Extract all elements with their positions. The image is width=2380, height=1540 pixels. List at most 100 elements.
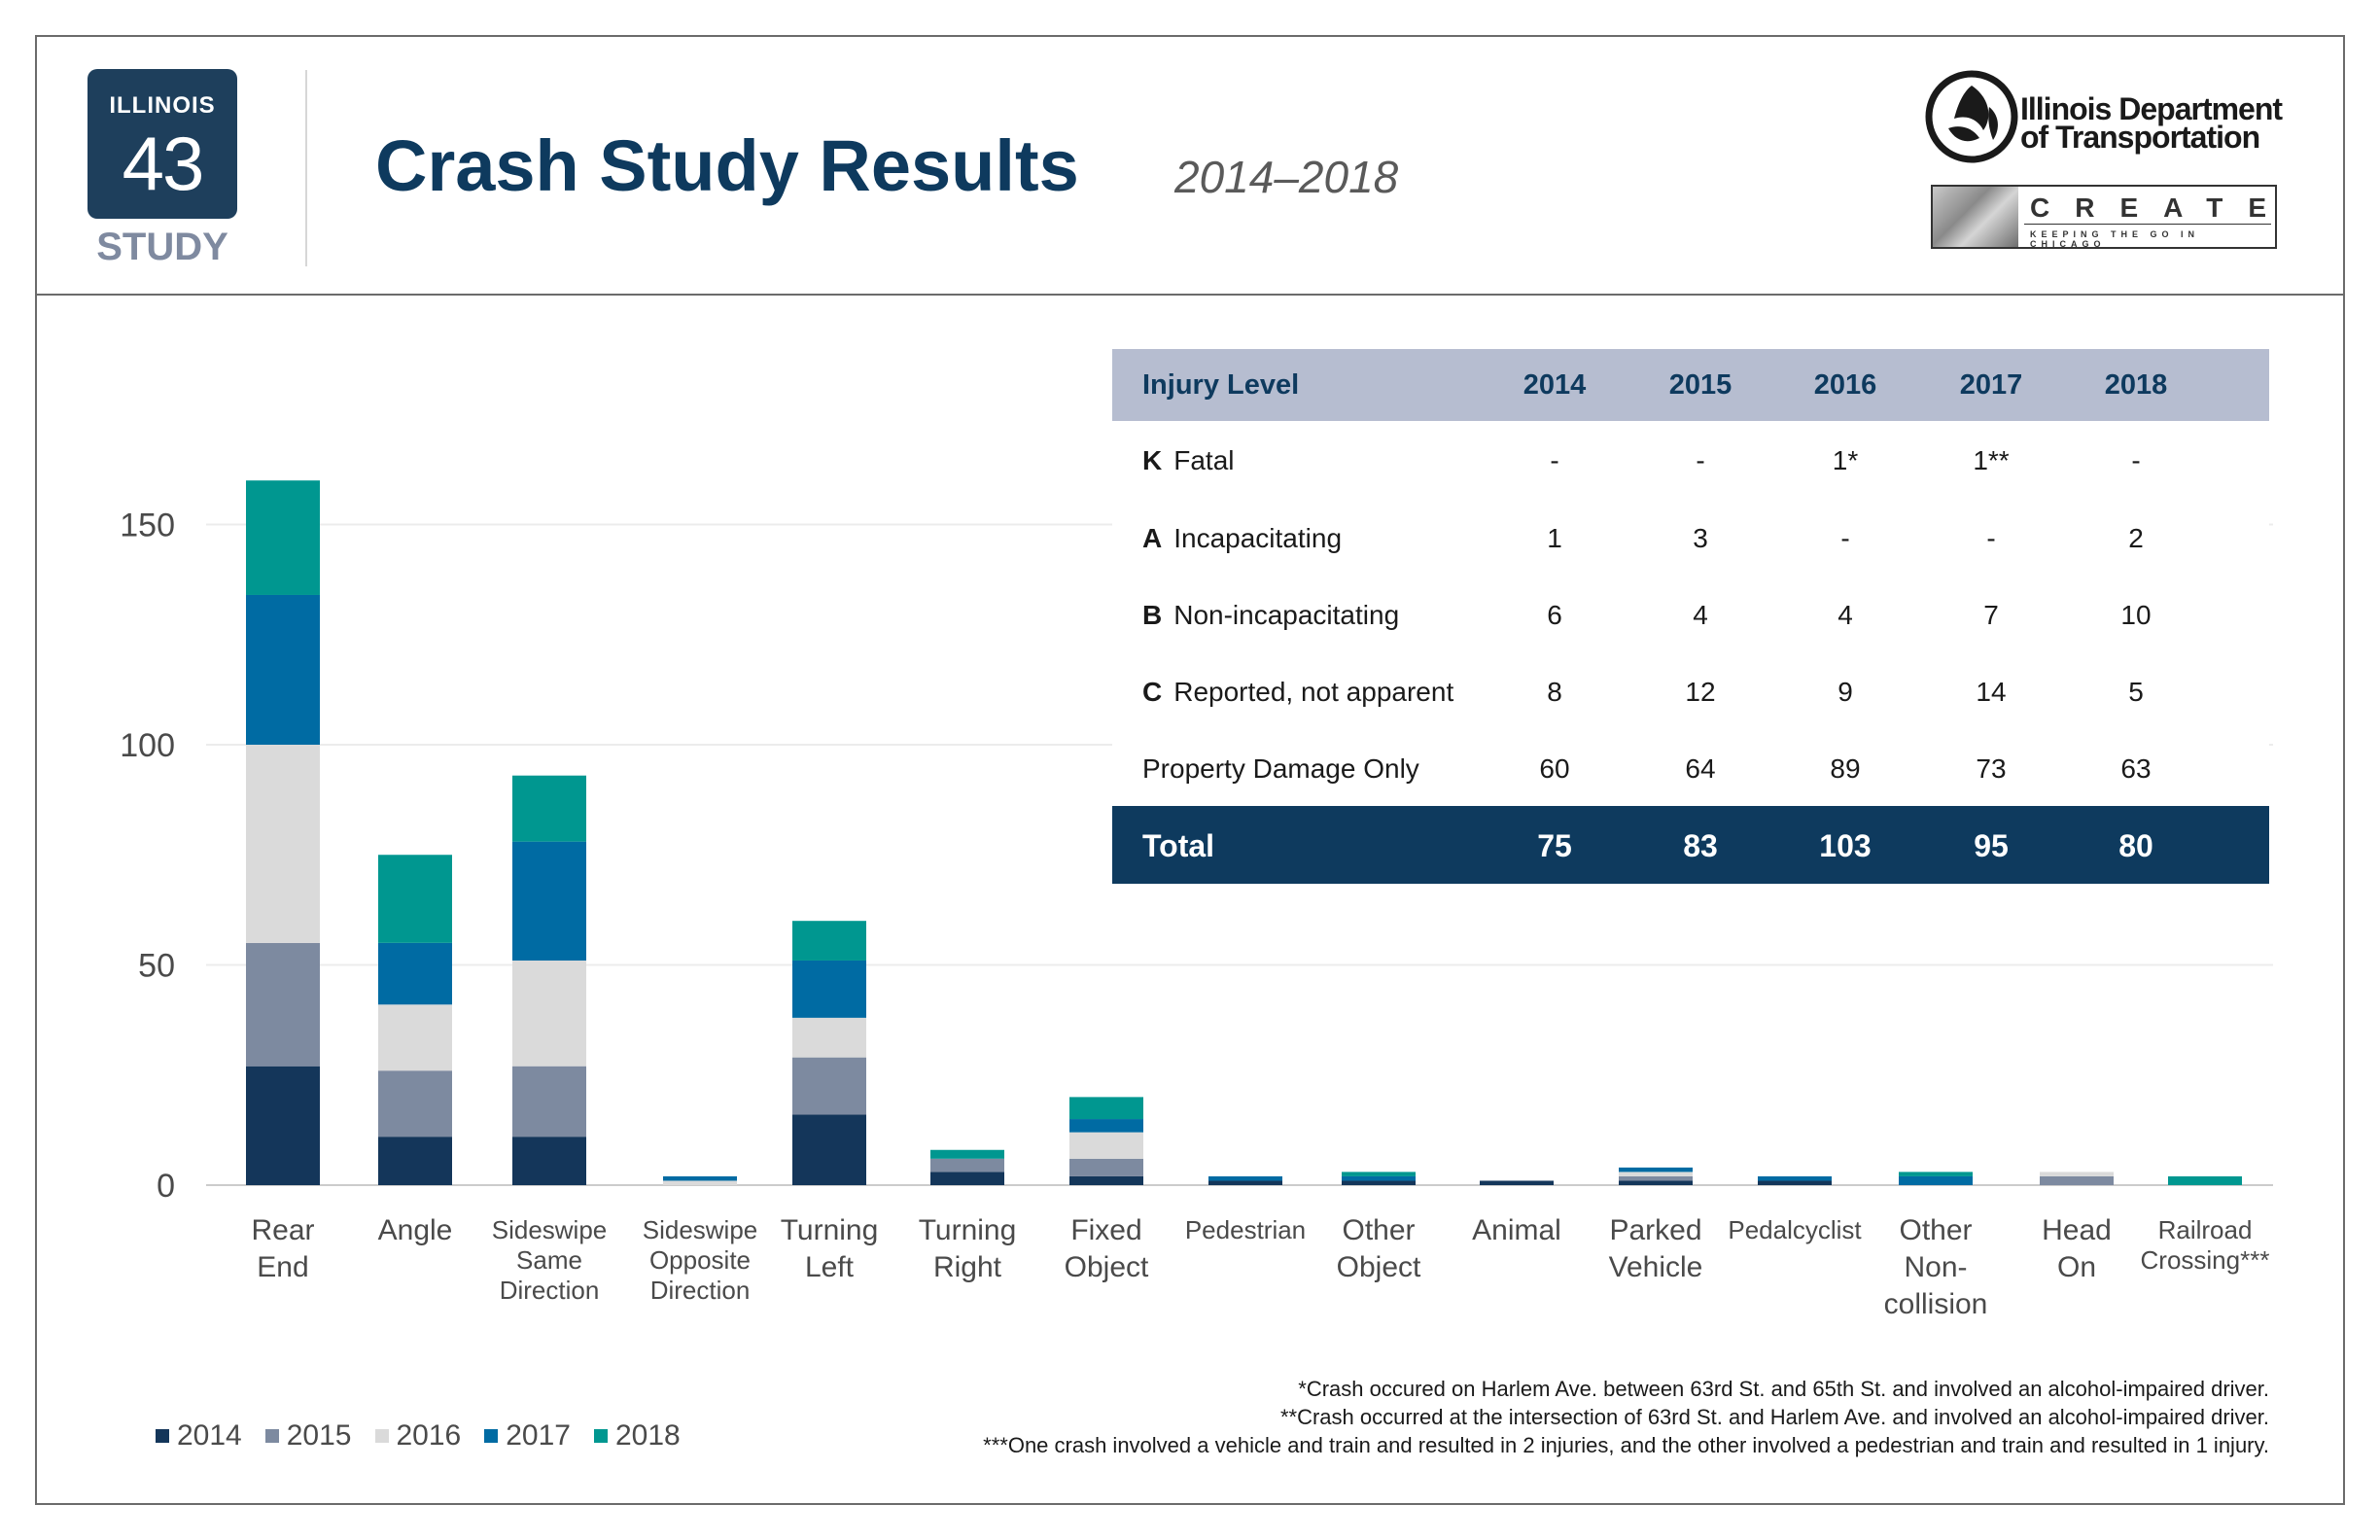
create-word: CREATE — [2030, 192, 2292, 223]
bar-segment-2016 — [2040, 1172, 2114, 1176]
x-axis-label-line: End — [257, 1251, 309, 1283]
injury-code: C — [1142, 677, 1163, 707]
bar-segment-2015 — [2040, 1175, 2114, 1185]
x-axis-label-line: Animal — [1472, 1214, 1561, 1246]
table-cell: 7 — [1983, 600, 1999, 630]
bar-segment-2017 — [792, 960, 866, 1018]
table-header-row — [1112, 349, 2269, 421]
table-row-label: Property Damage Only — [1142, 753, 1419, 785]
table-total-cell: 95 — [1974, 828, 2009, 863]
x-axis-label-line: Object — [1336, 1251, 1421, 1283]
x-axis-label: Angle — [328, 1212, 503, 1249]
bar-segment-2017 — [246, 594, 320, 745]
x-axis-label-line: Head — [2042, 1214, 2112, 1246]
bar-segment-2016 — [1619, 1172, 1693, 1176]
injury-code: K — [1142, 445, 1163, 475]
x-axis-label: Sideswipe Same Direction — [462, 1215, 637, 1306]
y-tick-label: 0 — [157, 1168, 175, 1205]
table-header-year: 2018 — [2104, 369, 2168, 401]
x-axis-label-line: Object — [1064, 1251, 1149, 1283]
x-axis-label-line: Same — [516, 1245, 582, 1275]
table-cell: - — [2131, 445, 2141, 475]
x-axis-label-line: Railroad — [2157, 1215, 2253, 1244]
create-logo: CREATE KEEPING THE GO IN CHICAGO — [1931, 185, 2277, 249]
table-cell: 8 — [1547, 677, 1562, 707]
legend-item-2018: 2018 — [594, 1419, 681, 1452]
x-axis-label-line: Crossing*** — [2140, 1245, 2270, 1275]
table-cell: 60 — [1539, 753, 1570, 784]
table-cell: 14 — [1976, 677, 2007, 707]
table-total-label: Total — [1142, 828, 1215, 863]
x-axis-label-line: Angle — [377, 1214, 453, 1246]
table-cell: 4 — [1838, 600, 1853, 630]
bar-segment-2018 — [792, 921, 866, 961]
idot-line-2: of Transportation — [2020, 120, 2260, 155]
table-cell: 6 — [1547, 600, 1562, 630]
legend-swatch — [264, 1429, 279, 1443]
x-axis-label: Rear End — [195, 1212, 370, 1286]
legend-swatch — [594, 1429, 608, 1443]
bar-segment-2017 — [1758, 1175, 1832, 1181]
bar-segment-2016 — [792, 1017, 866, 1058]
x-axis-label-line: Non- — [1904, 1251, 1968, 1283]
table-body — [1112, 421, 2269, 806]
legend-label: 2015 — [286, 1419, 352, 1452]
idot-logo-text: Illinois Department of Transportation — [2020, 93, 2283, 155]
x-axis-label-line: Turning — [780, 1214, 879, 1246]
legend-label: 2017 — [506, 1419, 571, 1452]
bar-segment-2014 — [1619, 1180, 1693, 1185]
x-axis-label-line: Sideswipe — [491, 1215, 608, 1244]
bar-segment-2018 — [378, 855, 452, 943]
bar-segment-2014 — [1069, 1175, 1143, 1185]
bar-segment-2015 — [246, 942, 320, 1067]
x-axis-label-line: Opposite — [648, 1245, 752, 1275]
page-frame — [35, 35, 2345, 1505]
table-total-cell: 75 — [1537, 828, 1572, 863]
legend-item-2016: 2016 — [374, 1419, 462, 1452]
x-axis-label: Fixed Object — [1019, 1212, 1194, 1286]
bar-segment-2017 — [663, 1175, 737, 1181]
legend-label: 2018 — [615, 1419, 681, 1452]
bar-segment-2017 — [1208, 1175, 1282, 1181]
x-axis-label-line: Sideswipe — [642, 1215, 758, 1244]
footnote-2: **Crash occurred at the intersection of … — [1279, 1405, 2269, 1429]
table-cell: 10 — [2120, 600, 2152, 630]
table-total-row — [1112, 806, 2269, 884]
x-axis-label: Railroad Crossing*** — [2118, 1215, 2292, 1276]
bar-segment-2018 — [512, 775, 586, 842]
chart-legend: 2014 2015 2016 2017 2018 — [156, 1419, 704, 1452]
bar-segment-2018 — [246, 480, 320, 595]
header-divider — [35, 294, 2345, 296]
x-axis-label-line: Right — [932, 1251, 1002, 1283]
badge-study-label: STUDY — [96, 226, 228, 268]
footnote-3: ***One crash involved a vehicle and trai… — [983, 1433, 2269, 1457]
legend-label: 2016 — [396, 1419, 462, 1452]
bar-segment-2016 — [512, 960, 586, 1067]
x-axis-label-line: On — [2056, 1251, 2097, 1283]
table-header-year: 2016 — [1813, 369, 1877, 401]
x-axis-label-line: Turning — [918, 1214, 1017, 1246]
bar-segment-2017 — [1619, 1167, 1693, 1172]
x-axis-label-line: Left — [804, 1251, 855, 1283]
x-axis-label-line: Direction — [499, 1276, 600, 1305]
bar-segment-2018 — [1069, 1097, 1143, 1120]
bar-segment-2017 — [1342, 1175, 1416, 1181]
x-axis-label: Other Object — [1291, 1212, 1466, 1286]
table-cell: 73 — [1976, 753, 2007, 784]
x-axis-label-line: collision — [1883, 1288, 1988, 1320]
table-cell: 12 — [1685, 677, 1716, 707]
legend-swatch — [156, 1429, 169, 1443]
bar-segment-2017 — [378, 942, 452, 1005]
x-axis-label-line: Vehicle — [1608, 1251, 1703, 1283]
bar-segment-2016 — [663, 1180, 737, 1185]
y-tick-label: 150 — [120, 508, 175, 544]
injury-label: Fatal — [1173, 445, 1235, 475]
legend-swatch — [484, 1429, 499, 1443]
table-cell: - — [1840, 523, 1850, 553]
table-total-cell: 80 — [2118, 828, 2153, 863]
table-cell: 1 — [1547, 523, 1562, 553]
x-axis-label: Head On — [1989, 1212, 2164, 1286]
table-header-year: 2014 — [1522, 369, 1587, 401]
logo-divider — [305, 70, 307, 266]
create-tagline: KEEPING THE GO IN CHICAGO — [2030, 229, 2200, 249]
